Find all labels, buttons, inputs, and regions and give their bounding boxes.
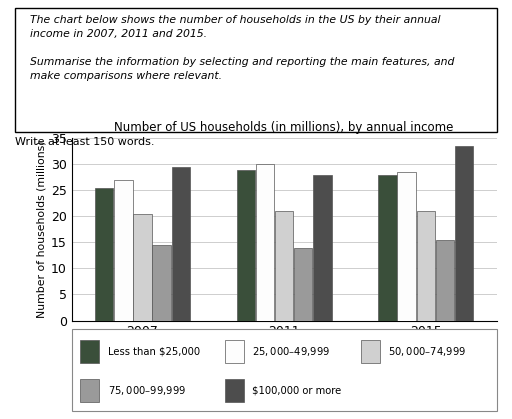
Text: Write at least 150 words.: Write at least 150 words. <box>15 137 155 147</box>
Title: Number of US households (in millions), by annual income: Number of US households (in millions), b… <box>115 122 454 134</box>
Bar <box>153 245 171 321</box>
Y-axis label: Number of households (millions): Number of households (millions) <box>37 141 47 318</box>
Bar <box>256 164 274 321</box>
Bar <box>417 211 435 321</box>
X-axis label: Year: Year <box>271 343 297 356</box>
Text: $100,000 or more: $100,000 or more <box>252 385 342 395</box>
Bar <box>114 180 133 321</box>
Bar <box>275 211 293 321</box>
FancyBboxPatch shape <box>72 329 497 411</box>
Text: $75,000–$99,999: $75,000–$99,999 <box>108 384 186 397</box>
Text: Less than $25,000: Less than $25,000 <box>108 347 200 357</box>
Text: $50,000–$74,999: $50,000–$74,999 <box>388 345 466 358</box>
Bar <box>80 340 99 363</box>
Bar <box>225 379 244 402</box>
Bar <box>378 175 397 321</box>
FancyBboxPatch shape <box>15 8 497 132</box>
Bar <box>133 214 152 321</box>
Bar <box>455 146 473 321</box>
Bar <box>80 379 99 402</box>
Bar <box>313 175 332 321</box>
Bar <box>436 240 454 321</box>
Bar <box>360 340 380 363</box>
Bar <box>294 248 312 321</box>
Bar <box>172 167 190 321</box>
Bar <box>225 340 244 363</box>
Bar <box>237 170 255 321</box>
Bar <box>397 172 416 321</box>
Bar <box>95 188 114 321</box>
Text: $25,000–$49,999: $25,000–$49,999 <box>252 345 330 358</box>
Text: The chart below shows the number of households in the US by their annual
income : The chart below shows the number of hous… <box>30 15 454 80</box>
